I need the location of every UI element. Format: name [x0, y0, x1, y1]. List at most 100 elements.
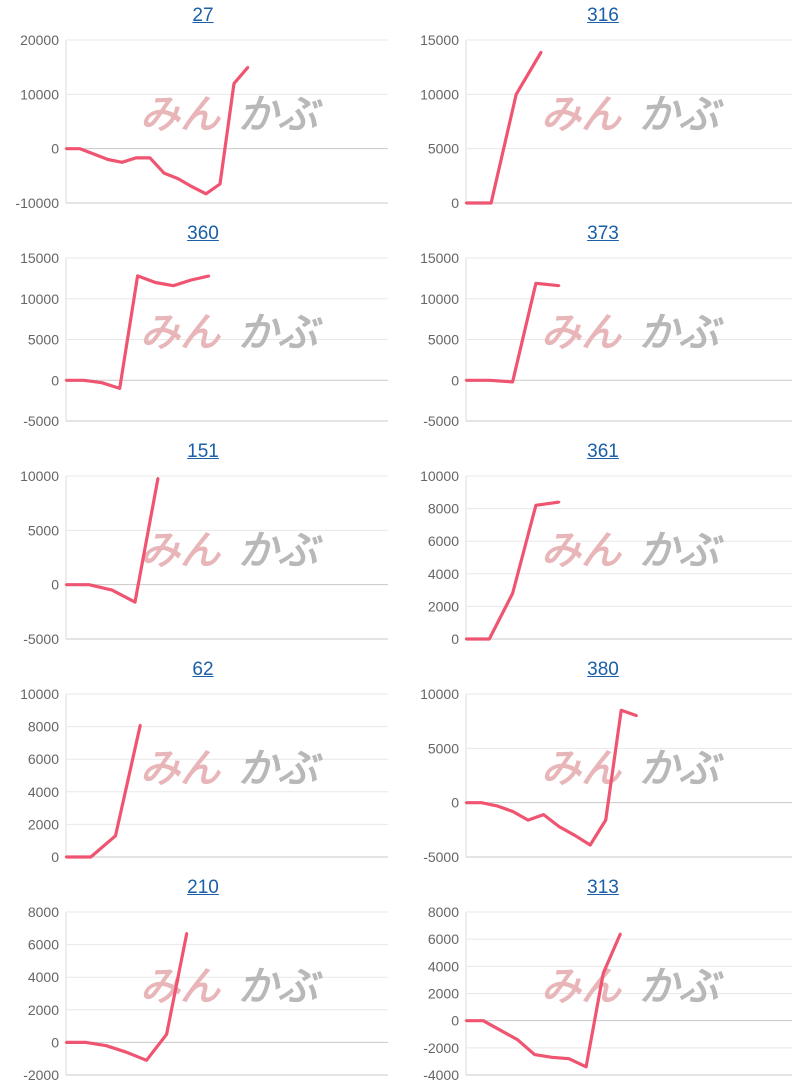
data-point — [156, 476, 160, 480]
data-point — [246, 65, 250, 69]
y-tick-label: 4000 — [28, 969, 59, 985]
y-tick-label: 2000 — [28, 1002, 59, 1018]
data-point — [64, 583, 68, 586]
y-tick-label: 5000 — [428, 332, 459, 348]
chart-title-link[interactable]: 360 — [187, 223, 219, 244]
data-point — [120, 161, 124, 164]
data-point — [480, 801, 483, 804]
data-point — [190, 278, 193, 282]
data-point — [190, 185, 194, 188]
data-point — [232, 82, 236, 85]
y-tick-label: 0 — [51, 141, 59, 157]
chart-title: 151 — [0, 441, 406, 463]
data-point — [136, 274, 139, 278]
y-tick-label: 0 — [451, 1013, 459, 1029]
y-tick-label: 6000 — [428, 533, 459, 549]
y-tick-label: 10000 — [20, 291, 59, 307]
chart-210: 210 8000 6000 4000 2000 0 -2000 みん かぶ — [0, 872, 406, 1090]
data-point — [134, 156, 138, 160]
line-chart: 15000 10000 5000 0 -5000 みん かぶ — [20, 250, 388, 429]
y-tick-label: 0 — [451, 631, 459, 647]
watermark-logo: みん — [541, 529, 623, 573]
data-point — [82, 379, 86, 382]
watermark-logo: かぶ — [238, 93, 323, 137]
data-point — [78, 147, 82, 150]
data-point — [511, 380, 514, 384]
data-point — [64, 379, 68, 382]
y-tick-label: 10000 — [20, 468, 59, 484]
data-point — [218, 182, 222, 186]
chart-title: 62 — [0, 659, 406, 681]
y-tick-label: 10000 — [420, 686, 459, 702]
y-tick-label: -10000 — [15, 195, 59, 211]
data-point — [464, 1019, 468, 1022]
chart-title-link[interactable]: 361 — [587, 441, 619, 462]
data-point — [165, 1033, 168, 1036]
watermark-logo: みん — [140, 311, 222, 355]
data-point — [148, 156, 152, 160]
data-point — [534, 282, 538, 285]
watermark-logo: みん — [140, 747, 222, 791]
chart-title: 27 — [0, 5, 406, 27]
data-point — [133, 600, 137, 604]
data-point — [481, 1019, 485, 1022]
y-tick-label: 0 — [51, 849, 59, 865]
y-tick-label: 4000 — [28, 784, 59, 800]
chart-title: 373 — [400, 223, 806, 245]
data-point — [488, 637, 491, 641]
y-tick-label: 5000 — [428, 141, 459, 157]
chart-title-link[interactable]: 62 — [192, 659, 214, 680]
chart-313: 313 8000 6000 4000 2000 0 -2000 -4000 みん かぶ — [400, 872, 806, 1090]
y-tick-label: 0 — [451, 372, 459, 388]
chart-title-link[interactable]: 27 — [192, 5, 214, 26]
chart-title-link[interactable]: 373 — [587, 223, 619, 244]
data-point — [526, 818, 530, 822]
data-point — [557, 825, 561, 828]
watermark-logo: かぶ — [639, 965, 724, 1009]
chart-27: 27 20000 10000 0 -10000 みん かぶ — [0, 0, 406, 218]
data-point — [125, 1050, 128, 1054]
y-tick-label: 15000 — [20, 250, 59, 266]
data-point — [619, 932, 622, 935]
data-point — [185, 931, 188, 935]
data-point — [92, 152, 96, 156]
y-tick-label: 4000 — [428, 958, 459, 974]
chart-title-link[interactable]: 316 — [587, 5, 619, 26]
data-point — [172, 284, 175, 287]
y-tick-label: -2000 — [423, 1040, 459, 1056]
y-tick-label: 0 — [451, 795, 459, 811]
data-point — [89, 855, 92, 859]
chart-title-link[interactable]: 380 — [587, 659, 619, 680]
chart-151: 151 10000 5000 0 -5000 みん かぶ — [0, 436, 406, 654]
watermark-logo: みん — [541, 311, 623, 355]
watermark-logo: みん — [541, 965, 623, 1009]
data-point — [602, 971, 605, 975]
data-point — [162, 171, 166, 175]
watermark-logo: みん — [140, 529, 222, 573]
line-chart: 15000 10000 5000 0 -5000 みん かぶ — [420, 250, 792, 429]
series-line — [66, 724, 142, 859]
chart-title: 313 — [400, 877, 806, 899]
chart-title: 210 — [0, 877, 406, 899]
data-point — [533, 1053, 536, 1056]
data-point — [464, 637, 468, 641]
y-tick-label: 8000 — [28, 719, 59, 735]
watermark-logo: みん — [140, 93, 222, 137]
data-point — [207, 274, 211, 278]
data-point — [489, 201, 493, 205]
y-tick-label: 15000 — [420, 250, 459, 266]
chart-title-link[interactable]: 151 — [187, 441, 219, 462]
data-point — [464, 801, 468, 804]
chart-title-link[interactable]: 210 — [187, 877, 219, 898]
y-tick-label: -5000 — [23, 631, 59, 647]
data-point — [64, 1041, 68, 1044]
line-chart: 10000 8000 6000 4000 2000 0 みん かぶ — [20, 686, 388, 865]
chart-373: 373 15000 10000 5000 0 -5000 みん かぶ — [400, 218, 806, 436]
chart-title: 360 — [0, 223, 406, 245]
data-point — [588, 843, 592, 847]
data-point — [64, 855, 68, 859]
chart-title-link[interactable]: 313 — [587, 877, 619, 898]
